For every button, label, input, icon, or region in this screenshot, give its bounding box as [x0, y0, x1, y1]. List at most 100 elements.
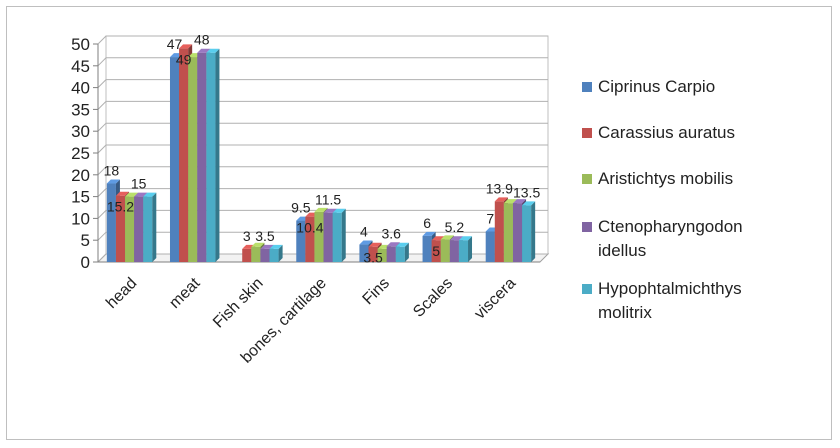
bar: [458, 236, 473, 262]
bar-top: [332, 208, 346, 213]
bar-front: [458, 240, 469, 262]
bar-top: [449, 236, 463, 241]
bar-front: [206, 52, 216, 262]
y-tick-label: 5: [81, 231, 90, 250]
bar-top: [143, 192, 157, 197]
legend-swatch: [582, 174, 592, 184]
gridline: [97, 79, 548, 88]
y-tick-label: 25: [71, 144, 90, 163]
gridline: [97, 209, 548, 219]
gridline: [97, 35, 548, 45]
bar-top: [386, 242, 400, 247]
legend-item: Ciprinus Carpio: [582, 77, 715, 96]
bar-top: [522, 201, 536, 206]
y-tick-label: 10: [71, 209, 90, 228]
bar-front: [314, 211, 324, 262]
data-label: 5: [432, 243, 440, 259]
x-category-label: viscera: [471, 275, 519, 323]
bar-top: [106, 179, 120, 184]
data-label: 49: [176, 51, 192, 67]
bar-top: [440, 235, 454, 240]
bar: [269, 244, 283, 262]
bar-front: [512, 203, 523, 262]
bar-side: [215, 48, 220, 262]
gridline: [97, 57, 548, 67]
bar-side: [531, 201, 536, 262]
data-label: 15: [131, 176, 147, 192]
data-label: 6: [423, 215, 431, 231]
bar-front: [431, 240, 441, 262]
y-tick-label: 0: [81, 253, 90, 272]
data-label: 5.2: [445, 219, 465, 235]
legend-swatch: [582, 128, 592, 138]
bar-top: [260, 244, 274, 249]
data-label: 13.5: [513, 184, 540, 200]
bar-front: [242, 248, 252, 262]
y-tick-label: 35: [71, 100, 90, 119]
y-tick-label: 15: [71, 188, 90, 207]
gridline: [97, 144, 548, 154]
y-tick-label: 45: [71, 57, 90, 76]
x-category-label: head: [103, 275, 140, 312]
bar-top: [197, 48, 211, 53]
bar-top: [134, 192, 148, 197]
data-label: 18: [104, 163, 120, 179]
bar-front: [125, 196, 135, 262]
y-tick-label: 30: [71, 122, 90, 141]
bar-top: [125, 192, 139, 197]
bar-front: [395, 246, 405, 262]
bar-front: [260, 248, 270, 262]
bar-front: [332, 212, 342, 262]
y-tick-label: 50: [71, 35, 90, 54]
gridline: [97, 122, 548, 132]
bar-top: [179, 44, 193, 49]
bar-front: [386, 246, 396, 262]
legend-label: Carassius auratus: [598, 123, 735, 142]
bar-top: [269, 244, 283, 249]
x-category-label: Fins: [360, 275, 393, 308]
bar-top: [503, 199, 517, 204]
data-label: 48: [194, 32, 210, 48]
bar-front: [115, 195, 126, 262]
legend-item: Carassius auratus: [582, 123, 735, 142]
bar-front: [440, 239, 450, 262]
bar-front: [106, 183, 116, 262]
gridline: [97, 188, 548, 197]
bar-side: [152, 192, 157, 262]
bar: [206, 48, 220, 262]
legend-label: Hypophtalmichthys molitrix: [598, 279, 742, 322]
bar-top: [494, 197, 508, 202]
data-label: 3.5: [255, 228, 275, 244]
legend-swatch: [582, 82, 592, 92]
bar: [522, 201, 536, 262]
bar-top: [359, 240, 373, 245]
bar-front: [134, 196, 144, 262]
bar-top: [422, 231, 436, 236]
bar-top: [512, 199, 527, 204]
data-label: 11.5: [315, 192, 341, 208]
bar-front: [485, 231, 495, 262]
y-tick-label: 20: [71, 166, 90, 185]
data-label: 3.6: [382, 225, 402, 241]
gridline: [97, 231, 548, 241]
bar-top: [368, 242, 382, 247]
bar-side: [278, 244, 283, 262]
bar-front: [169, 57, 180, 262]
bar-front: [269, 248, 279, 262]
bar-top: [206, 48, 220, 53]
data-label: 9.5: [291, 200, 311, 216]
data-label: 10.4: [296, 220, 323, 236]
bar-top: [458, 236, 473, 241]
legend-item: Aristichtys mobilis: [582, 169, 733, 188]
data-label: 15.2: [107, 199, 134, 215]
bar-top: [323, 208, 337, 213]
data-label: 3: [243, 228, 251, 244]
bar-front: [179, 48, 189, 262]
data-label: 47: [167, 36, 183, 52]
data-label: 4: [360, 224, 368, 240]
legend-label: Aristichtys mobilis: [598, 169, 733, 188]
bar-side: [404, 242, 409, 262]
bar-front: [368, 246, 378, 262]
bar-front: [296, 220, 306, 262]
